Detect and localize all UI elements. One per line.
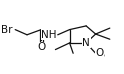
Text: NH: NH (41, 30, 57, 40)
Text: O: O (96, 48, 104, 58)
Text: N: N (82, 38, 90, 48)
Text: Br: Br (1, 25, 13, 35)
Text: O: O (37, 42, 45, 52)
